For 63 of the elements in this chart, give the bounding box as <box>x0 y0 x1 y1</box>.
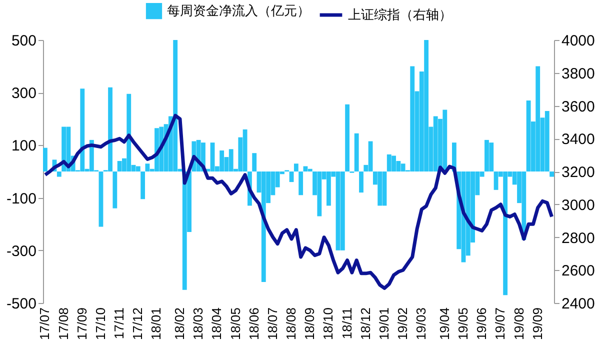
y-tick-label: 500 <box>11 32 36 50</box>
x-tick-label: 19/07 <box>492 308 508 340</box>
bar <box>252 153 257 172</box>
x-tick-label: 17/08 <box>56 308 71 340</box>
bar <box>289 172 294 182</box>
x-tick-label: 17/12 <box>130 308 146 340</box>
y2-tick-label: 3200 <box>562 164 595 181</box>
y2-tick-label: 3000 <box>562 196 595 214</box>
bar <box>354 133 359 172</box>
x-tick-label: 18/12 <box>358 308 373 340</box>
bar <box>112 172 118 208</box>
x-tick-label: 19/06 <box>474 308 490 340</box>
bar <box>43 148 48 172</box>
line-series <box>43 114 554 290</box>
x-tick-label: 18/02 <box>172 308 187 340</box>
bar <box>345 104 350 172</box>
x-tick-label: 18/05 <box>228 308 243 340</box>
bar <box>56 172 62 177</box>
bar <box>550 172 554 177</box>
x-tick-label: 18/08 <box>284 308 299 340</box>
x-tick-label: 18/01 <box>148 308 164 340</box>
x-tick-label: 19/02 <box>395 308 410 340</box>
y2-tick-label: 2600 <box>562 262 595 280</box>
y-tick-label: 100 <box>11 138 36 155</box>
bar <box>62 126 66 172</box>
x-tick-label: 17/10 <box>92 308 108 340</box>
x-tick-label: 19/01 <box>376 308 392 340</box>
y-tick-label: -500 <box>6 296 36 312</box>
bar <box>294 164 298 172</box>
bar <box>136 166 140 172</box>
x-tick-label: 18/11 <box>339 308 354 340</box>
bar <box>544 111 550 172</box>
y-tick-label: -100 <box>6 190 36 208</box>
y-tick-label: 300 <box>11 85 36 102</box>
x-tick-label: 19/05 <box>455 308 470 340</box>
y2-tick-label: 3800 <box>562 65 595 82</box>
y2-tick-label: 3600 <box>562 98 595 116</box>
bar <box>140 172 146 200</box>
legend-label: 每周资金净流入（亿元） <box>167 3 310 18</box>
x-tick-label: 17/07 <box>37 308 52 340</box>
bar <box>298 172 304 196</box>
bar <box>308 168 312 172</box>
x-tick-label: 19/03 <box>414 308 429 340</box>
bar <box>359 172 364 193</box>
x-tick-label: 18/10 <box>320 308 336 340</box>
y2-tick-label: 2800 <box>562 230 595 247</box>
x-tick-label: 19/04 <box>436 308 452 340</box>
y2-tick-label: 4000 <box>562 32 595 50</box>
y-tick-label: -300 <box>6 242 36 260</box>
x-tick-label: 19/09 <box>530 308 545 340</box>
x-tick-label: 17/09 <box>74 308 90 340</box>
y2-tick-label: 3400 <box>562 131 595 148</box>
bar <box>340 172 345 250</box>
x-tick-label: 18/09 <box>302 308 318 340</box>
y2-tick-label: 2400 <box>562 296 595 312</box>
x-tick-label: 17/11 <box>112 308 127 340</box>
bar <box>98 172 104 227</box>
x-tick-label: 18/07 <box>264 308 280 340</box>
legend-label: 上证综指（右轴） <box>348 7 452 22</box>
x-tick-label: 18/03 <box>190 308 206 340</box>
x-tick-label: 18/04 <box>209 308 224 340</box>
x-tick-label: 19/08 <box>511 308 526 340</box>
x-tick-label: 18/06 <box>246 308 262 340</box>
